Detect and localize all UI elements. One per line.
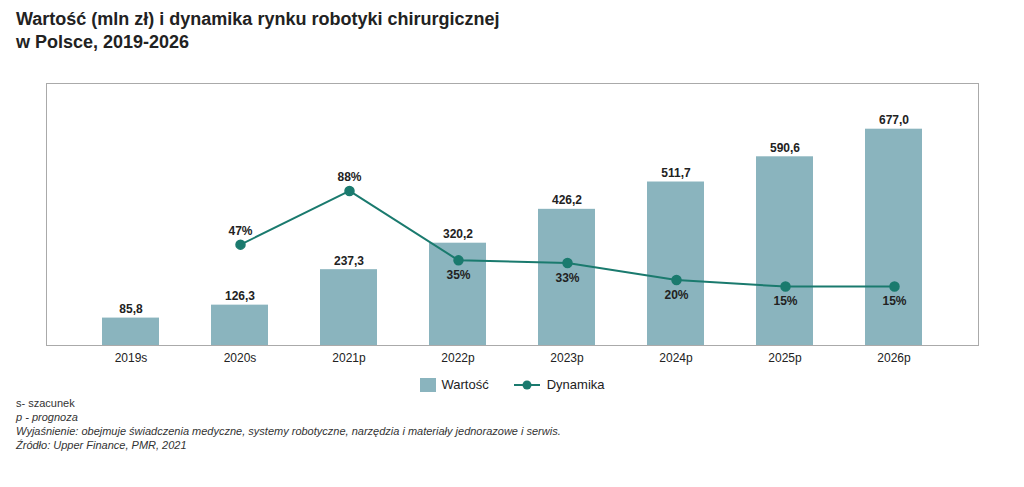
html-text:Wartość: Wartość [441, 377, 489, 392]
html-text:Źródło: Upper Finance, PMR, 20: Źródło: Upper Finance, PMR, 2021 [16, 439, 187, 451]
svg-text:2020s: 2020s [224, 351, 257, 365]
svg-text:88%: 88% [337, 170, 361, 184]
html-text:p - prognoza: p - prognoza [16, 411, 78, 423]
svg-text:320,2: 320,2 [443, 227, 473, 241]
svg-text:20%: 20% [664, 288, 688, 302]
html-text:Wartość (mln zł) i dynamika ry: Wartość (mln zł) i dynamika rynku roboty… [16, 9, 500, 52]
svg-text:85,8: 85,8 [119, 302, 143, 316]
svg-text:677,0: 677,0 [879, 113, 909, 127]
svg-text:2024p: 2024p [659, 351, 693, 365]
svg-text:2023p: 2023p [550, 351, 584, 365]
html-text:Wyjaśnienie: obejmuje świadcze: Wyjaśnienie: obejmuje świadczenia medycz… [16, 425, 561, 437]
svg-text:15%: 15% [882, 294, 906, 308]
svg-text:15%: 15% [773, 294, 797, 308]
svg-text:426,2: 426,2 [552, 193, 582, 207]
html-text:Dynamika: Dynamika [546, 377, 605, 392]
svg-text:590,6: 590,6 [770, 141, 800, 155]
svg-text:33%: 33% [555, 270, 579, 284]
svg-text:126,3: 126,3 [225, 289, 255, 303]
svg-text:35%: 35% [446, 268, 470, 282]
svg-text:237,3: 237,3 [334, 254, 364, 268]
svg-text:2025p: 2025p [768, 351, 802, 365]
svg-text:47%: 47% [228, 224, 252, 238]
svg-text:2021p: 2021p [332, 351, 366, 365]
svg-text:511,7: 511,7 [661, 166, 691, 180]
svg-text:2022p: 2022p [441, 351, 475, 365]
svg-text:2019s: 2019s [115, 351, 148, 365]
svg-text:2026p: 2026p [877, 351, 911, 365]
html-text:s- szacunek: s- szacunek [16, 397, 75, 409]
